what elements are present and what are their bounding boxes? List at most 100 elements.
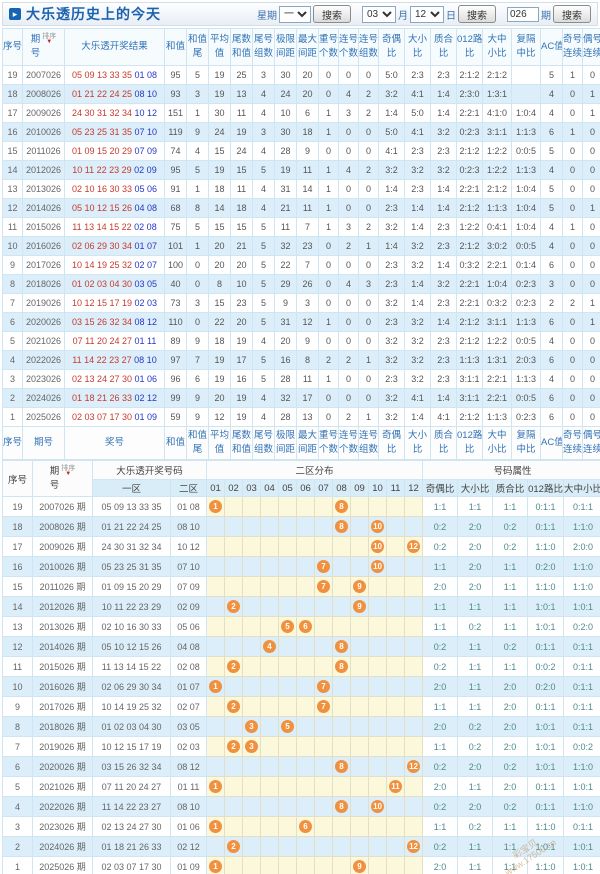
stat-value-cell: 110 (164, 312, 187, 332)
ball-grid-cell (206, 796, 226, 817)
stat-value-cell: 20 (230, 255, 253, 275)
stat-value-cell: 4 (252, 331, 275, 351)
attribute-value-cell: 1:1 (457, 596, 494, 617)
column-header: 极限 间距 (274, 28, 297, 66)
ball-grid-cell (332, 556, 352, 577)
ball-grid-cell (296, 676, 316, 697)
ball-grid-cell (260, 776, 280, 797)
period-cell: 2007026 (22, 65, 65, 85)
ball-icon: 9 (353, 600, 367, 613)
column-header-text: 奇偶比 (381, 34, 401, 59)
ball-grid-cell (386, 596, 406, 617)
ball-grid-cell (278, 696, 298, 717)
stat-value-cell: 5 (252, 274, 275, 294)
ball-column-header: 07 (314, 479, 334, 497)
stat-value-cell: 0 (562, 388, 583, 408)
ball-grid-cell (224, 716, 244, 737)
seq-cell: 16 (2, 556, 33, 577)
zone1-numbers-cell: 10 11 22 23 29 (92, 596, 171, 617)
column-header-text: 奖号 (104, 437, 124, 449)
column-header-text: 复隔 中比 (516, 34, 536, 59)
ball-grid-cell: 2 (224, 656, 244, 677)
ball-grid-cell (224, 796, 244, 817)
seq-cell: 1 (2, 856, 33, 874)
stat-value-cell: 4 (540, 236, 563, 256)
stat-value-cell: 1:0:4 (511, 217, 541, 237)
stat-value-cell: 19 (230, 331, 253, 351)
ball-grid-cell (278, 516, 298, 537)
ball-grid-cell (314, 756, 334, 777)
day-select[interactable]: 12 (410, 5, 444, 23)
seq-cell: 1 (2, 407, 23, 427)
stat-value-cell: 1:4 (430, 388, 457, 408)
distribution-row: 6 2020026 期 03 15 26 32 34 08 12 8 12 0:2 2:0 0:… (2, 756, 600, 777)
ball-grid-cell (224, 536, 244, 557)
sort-control[interactable]: 排序 ▼ (42, 33, 56, 45)
issue-input[interactable] (507, 6, 539, 22)
stat-value-cell: 1:4 (404, 198, 431, 218)
stat-value-cell: 1 (358, 350, 379, 370)
ball-icon: 5 (281, 720, 295, 733)
stat-value-cell: 0 (562, 407, 583, 427)
zone2-numbers-cell: 08 10 (169, 516, 208, 537)
front-numbers: 01 21 22 24 25 (71, 89, 133, 99)
month-select[interactable]: 03 (362, 5, 396, 23)
date-search-button[interactable]: 搜索 (458, 5, 496, 23)
draw-result-cell: 01 02 03 04 30 03 05 (64, 274, 165, 294)
stat-value-cell: 2:2:1 (456, 179, 483, 199)
stat-value-cell: 0 (338, 312, 359, 332)
ball-icon: 1 (209, 820, 223, 833)
week-select[interactable]: 一 (279, 5, 311, 23)
sort-control[interactable]: 排序 ▼ (61, 465, 75, 477)
stat-value-cell: 1:4 (378, 103, 405, 123)
week-search-button[interactable]: 搜索 (313, 5, 351, 23)
period-cell: 2024026 期 (32, 836, 93, 857)
seq-cell: 11 (2, 217, 23, 237)
zone1-header: 一区 (92, 479, 171, 497)
stat-value-cell: 40 (164, 274, 187, 294)
ball-grid-cell (206, 756, 226, 777)
ball-grid-cell (314, 616, 334, 637)
seq-cell: 3 (2, 369, 23, 389)
stat-value-cell: 0 (318, 388, 339, 408)
ball-grid-cell (278, 756, 298, 777)
stat-value-cell: 11 (296, 369, 319, 389)
period-header-wrap: 期号排序 ▼ (50, 465, 76, 493)
stat-value-cell: 0:2:3 (511, 407, 541, 427)
stat-value-cell: 19 (274, 160, 297, 180)
attribute-value-cell: 0:2 (492, 756, 529, 777)
stat-value-cell: 19 (230, 388, 253, 408)
ball-grid-cell (350, 636, 370, 657)
ball-grid-cell (242, 596, 262, 617)
ball-grid-cell (296, 856, 316, 874)
back-numbers: 10 12 (132, 108, 158, 118)
period-column-header: 期号排序 ▼ (32, 460, 93, 497)
front-numbers: 10 11 22 23 29 (72, 165, 132, 175)
ball-grid-cell (332, 576, 352, 597)
ball-grid-cell (350, 796, 370, 817)
stat-value-cell: 0 (358, 255, 379, 275)
ball-grid-cell (242, 696, 262, 717)
stat-value-cell: 3 (186, 84, 209, 104)
ball-grid-cell: 3 (242, 716, 262, 737)
period-cell: 2020026 期 (32, 756, 93, 777)
column-header: 期号排序 ▼ (22, 28, 65, 66)
stat-value-cell: 1:4 (404, 293, 431, 313)
column-header-text: 大中 小比 (487, 430, 507, 455)
stat-value-cell: 2:3 (404, 179, 431, 199)
ball-grid-cell: 10 (368, 556, 388, 577)
stat-value-cell: 0 (338, 141, 359, 161)
period-cell: 2024026 (22, 388, 65, 408)
stat-value-cell: 14 (208, 198, 231, 218)
zone2-numbers-cell: 01 06 (169, 816, 208, 837)
stats-row: 18 2008026 01 21 22 24 25 08 10 93 3 19 13 4 24 2… (2, 84, 600, 104)
seq-cell: 17 (2, 103, 23, 123)
stat-value-cell: 13 (230, 84, 253, 104)
stat-value-cell: 3 (540, 274, 563, 294)
ball-grid-cell (296, 556, 316, 577)
attribute-value-cell: 1:1 (422, 696, 459, 717)
ball-grid-cell (206, 656, 226, 677)
issue-search-button[interactable]: 搜索 (553, 5, 591, 23)
zone2-numbers-cell: 08 10 (169, 796, 208, 817)
seq-cell: 2 (2, 388, 23, 408)
